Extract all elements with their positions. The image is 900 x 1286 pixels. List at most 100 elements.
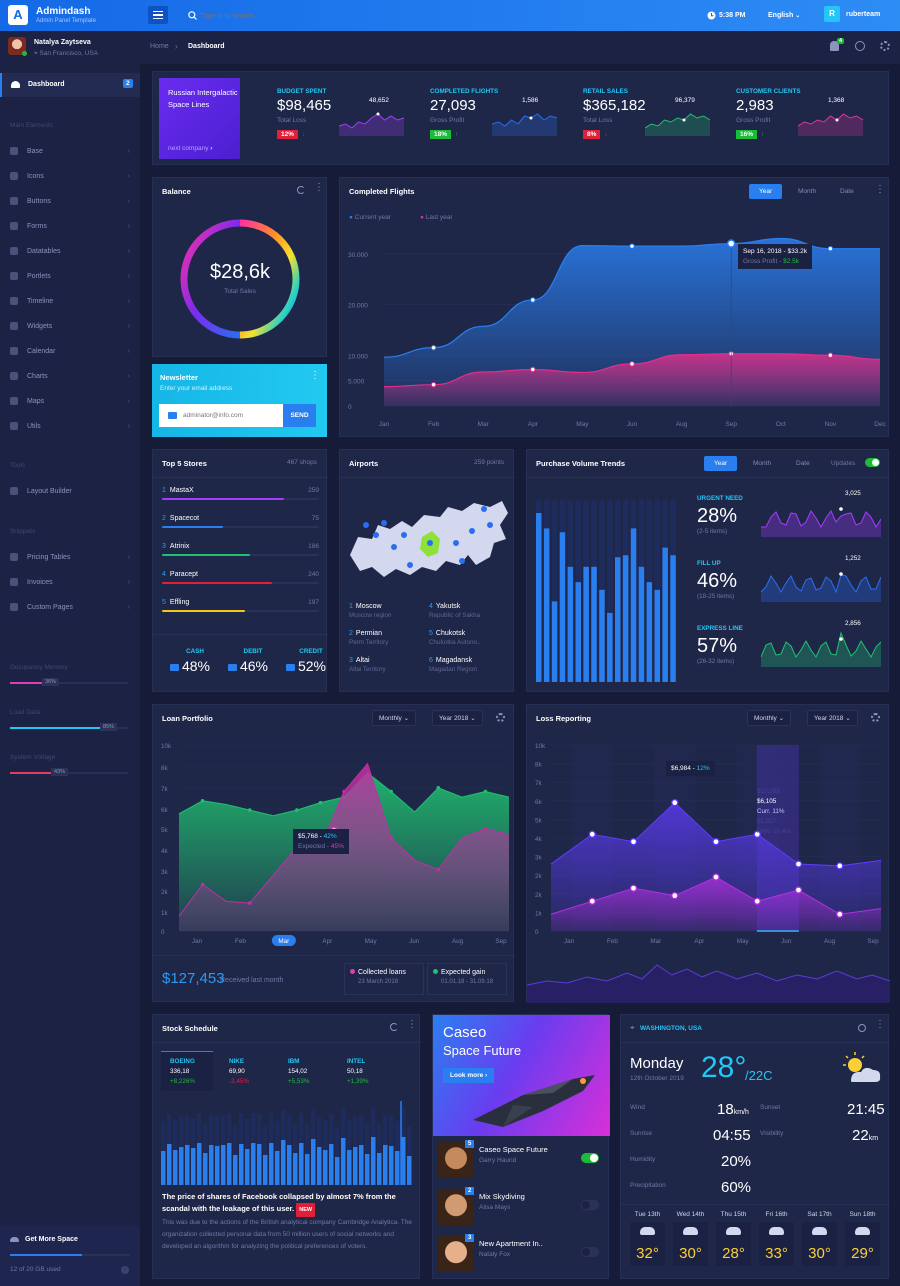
more-vertical-icon[interactable]: ⋮ (310, 370, 320, 381)
look-more-button[interactable]: Look more › (443, 1068, 495, 1083)
sidebar-item-custom-pages[interactable]: Custom Pages › (10, 603, 132, 611)
language-select[interactable]: English ⌄ (768, 12, 800, 19)
x-tick-label: May (365, 938, 378, 945)
updates-toggle[interactable] (865, 458, 880, 467)
cloud-sun-icon (640, 1227, 655, 1235)
email-input[interactable] (183, 409, 281, 422)
item-title: New Apartment In.. (479, 1239, 543, 1248)
more-vertical-icon[interactable]: ⋮ (407, 1019, 417, 1030)
forecast-box: 28° (716, 1222, 751, 1266)
data-point (588, 830, 596, 838)
more-vertical-icon[interactable]: ⋮ (875, 1019, 885, 1030)
purchase-label: URGENT NEED (697, 495, 743, 502)
sidebar-item-pricing-tables[interactable]: Pricing Tables › (10, 553, 132, 561)
gear-icon[interactable] (496, 713, 505, 722)
forecast-day: Fri 16th 33° (759, 1211, 794, 1266)
total-label: CREDIT (299, 648, 323, 655)
tab-date[interactable]: Date (840, 188, 854, 195)
tab-month[interactable]: Month (798, 188, 817, 195)
forecast-temp: 28° (722, 1245, 745, 1262)
sidebar-item-layout-builder[interactable]: Layout Builder (10, 487, 132, 495)
stat-badge: 8% (583, 130, 601, 139)
search-icon[interactable] (858, 1024, 866, 1032)
sidebar-item-utils[interactable]: Utils › (10, 422, 132, 430)
breadcrumb-home[interactable]: Home (150, 43, 169, 50)
sidebar-item-dashboard[interactable]: Dashboard 2 (0, 73, 140, 97)
globe-icon[interactable] (855, 41, 865, 51)
sidebar-item-timeline[interactable]: Timeline › (10, 297, 132, 305)
sidebar-item-invoices[interactable]: Invoices › (10, 578, 132, 586)
tab-date[interactable]: Date (796, 460, 810, 467)
period-select[interactable]: Monthly ⌄ (372, 710, 417, 726)
sidebar-item-maps[interactable]: Maps › (10, 397, 132, 405)
loss-tooltip-1: $6,984 - 12% (666, 761, 715, 776)
y-tick-label: 8k (535, 762, 543, 769)
bar (251, 1143, 256, 1185)
year-select[interactable]: Year 2018 ⌄ (807, 710, 858, 726)
ticker-nike[interactable]: NIKE 69,90 -2,45% (229, 1058, 249, 1085)
sidebar-item-datatables[interactable]: Datatables › (10, 247, 132, 255)
sidebar-item-forms[interactable]: Forms › (10, 222, 132, 230)
gear-icon[interactable] (871, 713, 880, 722)
chevron-down-icon: ⌄ (470, 715, 476, 722)
item-toggle[interactable] (581, 1247, 599, 1257)
promo-card[interactable]: Russian Intergalactic Space Lines next c… (159, 78, 240, 159)
search-input[interactable] (200, 9, 380, 23)
menu-toggle-button[interactable] (148, 6, 168, 24)
data-point (430, 344, 437, 351)
item-toggle[interactable] (581, 1200, 599, 1210)
sidebar-item-portlets[interactable]: Portlets › (10, 272, 132, 280)
sidebar-item-base[interactable]: Base › (10, 147, 132, 155)
card-icon (227, 664, 237, 671)
data-point (483, 826, 488, 831)
store-total: CASH 48% (161, 648, 219, 674)
tooltip-sub2: Prev. 10.4% (757, 828, 791, 835)
sidebar-item-calendar[interactable]: Calendar › (10, 347, 132, 355)
user-menu[interactable]: R ruberteam (824, 6, 896, 24)
refresh-icon[interactable] (297, 186, 305, 194)
promo-link[interactable]: next company › (168, 145, 213, 152)
bell-icon[interactable] (830, 41, 839, 51)
item-toggle[interactable] (581, 1153, 599, 1163)
store-item: 5 Effling 197 (162, 599, 319, 612)
more-vertical-icon[interactable]: ⋮ (314, 182, 324, 193)
sparkline-line (492, 113, 558, 127)
chevron-right-icon: › (210, 145, 213, 152)
caseo-list-item[interactable]: 2 Mix Skydiving Alisa Mays (433, 1186, 610, 1230)
gear-icon[interactable] (880, 41, 890, 51)
purchase-sparkline (761, 631, 881, 667)
data-point (827, 245, 834, 252)
period-select[interactable]: Monthly ⌄ (747, 710, 792, 726)
stock-bar-chart (161, 1101, 412, 1185)
brand-logo[interactable]: A (8, 5, 28, 25)
ticker-boeing[interactable]: BOEING 336,18 +8,226% (170, 1058, 195, 1085)
caseo-list-item[interactable]: 3 New Apartment In.. Nataly Fox (433, 1233, 610, 1277)
sidebar-item-label: Invoices (27, 578, 53, 586)
sidebar-item-widgets[interactable]: Widgets › (10, 322, 132, 330)
sidebar-item-charts[interactable]: Charts › (10, 372, 132, 380)
caseo-list-item[interactable]: 5 Caseo Space Future Garry Haund (433, 1139, 610, 1183)
stat-sub: Total Loss (583, 117, 613, 124)
more-vertical-icon[interactable]: ⋮ (875, 184, 885, 195)
year-select[interactable]: Year 2018 ⌄ (432, 710, 483, 726)
sidebar-item-buttons[interactable]: Buttons › (10, 197, 132, 205)
tab-year[interactable]: Year (704, 456, 738, 471)
y-tick-label: 10.000 (348, 353, 368, 360)
ticker-intel[interactable]: INTEL 50,18 +1,39% (347, 1058, 369, 1085)
forecast-box: 33° (759, 1222, 794, 1266)
refresh-icon[interactable] (390, 1023, 398, 1031)
profile-avatar[interactable] (8, 37, 26, 55)
stat-sparkline (492, 113, 558, 136)
tab-year[interactable]: Year (749, 184, 783, 199)
store-rank: 1 (162, 487, 166, 494)
send-button[interactable]: SEND (283, 404, 316, 427)
newsletter-subtitle: Enter your email address (160, 385, 233, 392)
info-icon[interactable]: i (121, 1266, 129, 1274)
bar (591, 566, 597, 682)
tab-month[interactable]: Month (753, 460, 772, 467)
sidebar-item-icons[interactable]: Icons › (10, 172, 132, 180)
ticker-ibm[interactable]: IBM 154,02 +5,53% (288, 1058, 310, 1085)
balance-donut (180, 219, 300, 339)
weather-day: Monday (630, 1055, 684, 1072)
legend-last: ● Last year (420, 214, 453, 221)
